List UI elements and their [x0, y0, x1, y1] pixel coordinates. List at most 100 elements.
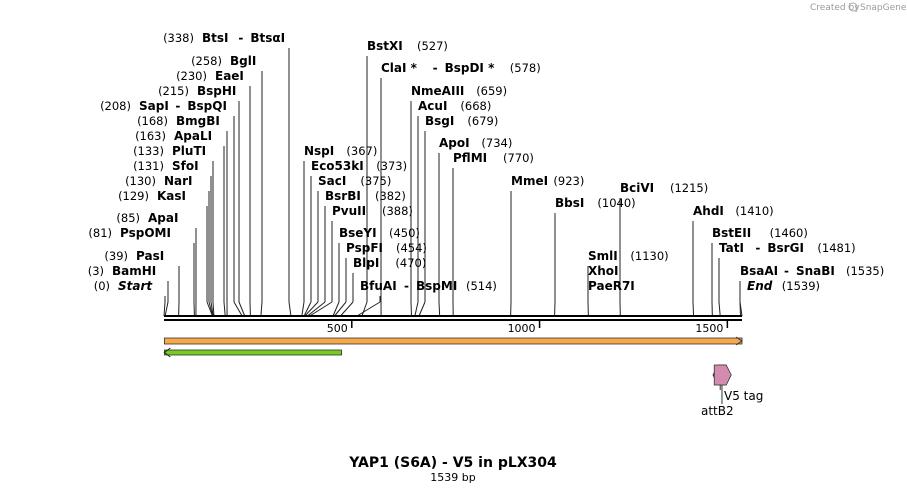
site-label-kasi[interactable]: (129) KasI [118, 189, 186, 203]
site-line-foot-end [739, 301, 743, 317]
site-label-bsgi[interactable]: BsgI (679) [425, 114, 498, 128]
site-name-tati: TatI [719, 241, 744, 255]
site-label-btsi[interactable]: (338) BtsI - BtsαI [163, 31, 285, 45]
site-label-nmeaiii[interactable]: NmeAIII (659) [411, 84, 507, 98]
site-label-tati[interactable]: TatI - BsrGI (1481) [719, 241, 856, 255]
axis-tick-label-1000: 1000 [508, 322, 536, 335]
site-label-smli[interactable]: SmlI (1130) [588, 249, 669, 263]
site-pos-bstxi: (527) [417, 39, 448, 53]
site-label-apoi[interactable]: ApoI (734) [439, 136, 512, 150]
site-name-ahdi: AhdI [693, 204, 724, 218]
site-name-apoi: ApoI [439, 136, 470, 150]
site-label-bseyi[interactable]: BseYI (450) [339, 226, 420, 240]
site-pos-blpi: (470) [395, 256, 426, 270]
feature-arrowhead-insert-forward [735, 336, 743, 346]
site-name-mmei: MmeI [511, 174, 548, 188]
site-label-paer7i[interactable]: PaeR7I [588, 279, 635, 293]
site-pos-bsteii: (1460) [770, 226, 808, 240]
site-label-eaei[interactable]: (230) EaeI [176, 69, 244, 83]
site-label-bbsi[interactable]: BbsI (1040) [555, 196, 636, 210]
site-label-pasi[interactable]: (39) PasI [104, 249, 164, 263]
site-pos-bseyi: (450) [389, 226, 420, 240]
site-line-foot-pspfi [334, 301, 347, 317]
feature-v5-tag[interactable] [713, 364, 732, 386]
feature-orf-reverse[interactable] [163, 349, 343, 356]
site-label-acui[interactable]: AcuI (668) [418, 99, 491, 113]
axis-tick-label-1500: 1500 [695, 322, 723, 335]
site-label-sfoi[interactable]: (131) SfoI [133, 159, 199, 173]
site-label-nspi[interactable]: NspI (367) [304, 144, 377, 158]
site-label-bfuai[interactable]: BfuAI - BspMI (514) [360, 279, 497, 293]
site-label-pspomi[interactable]: (81) PspOMI [88, 226, 171, 240]
site-dash-btsi: - [238, 31, 243, 45]
site-name-smli: SmlI [588, 249, 618, 263]
site-label-blpi[interactable]: BlpI (470) [353, 256, 426, 270]
site-label-end[interactable]: End (1539) [747, 279, 820, 293]
site-line-foot-bsphi [238, 301, 246, 317]
site-label-bsteii[interactable]: BstEII (1460) [712, 226, 808, 240]
site-dash-bfuai: - [404, 279, 409, 293]
site-label-saci[interactable]: SacI (375) [318, 174, 391, 188]
site-label-pspfi[interactable]: PspFI (454) [346, 241, 427, 255]
site-label-xhoi[interactable]: XhoI [588, 264, 619, 278]
site-label-nari[interactable]: (130) NarI [125, 174, 192, 188]
site-label-mmei[interactable]: MmeI (923) [511, 174, 584, 188]
site-name-bfuai: BfuAI [360, 279, 397, 293]
site-pos-pspfi: (454) [396, 241, 427, 255]
site-name-bstxi: BstXI [367, 39, 403, 53]
site-label-sapi[interactable]: (208) SapI - BspQI [100, 99, 227, 113]
feature-insert-forward[interactable] [163, 337, 743, 345]
site-label-bsaai[interactable]: BsaAI - SnaBI (1535) [740, 264, 884, 278]
site-pos-bgli: (258) [191, 54, 222, 68]
site-pos-acui: (668) [460, 99, 491, 113]
site-name-saci: SacI [318, 174, 346, 188]
features [163, 336, 743, 404]
site-name-sapi: SapI [139, 99, 169, 113]
site-line-foot-btsi [288, 301, 292, 317]
site-label-pvuii[interactable]: PvuII (388) [332, 204, 413, 218]
site-label-clai[interactable]: ClaI * - BspDI * (578) [381, 61, 541, 75]
site-pos-bsrbi: (382) [375, 189, 406, 203]
site-label-eco53ki[interactable]: Eco53kI (373) [311, 159, 407, 173]
site-label-bstxi[interactable]: BstXI (527) [367, 39, 448, 53]
site-label-start[interactable]: (0) Start [94, 279, 154, 293]
site-label-pluti[interactable]: (133) PluTI [133, 144, 206, 158]
site-name-start: Start [118, 279, 153, 293]
site-line-foot-bseyi [332, 301, 340, 317]
site-name-pvuii: PvuII [332, 204, 366, 218]
site-pos-bcivi: (1215) [670, 181, 708, 195]
site-label-bsrbi[interactable]: BsrBI (382) [325, 189, 406, 203]
site-label-bamhi[interactable]: (3) BamHI [88, 264, 157, 278]
site-dash-bsaai: - [784, 264, 789, 278]
site-pos-apoi: (734) [481, 136, 512, 150]
site-name-bcivi: BciVI [620, 181, 654, 195]
site-line-foot-eco53ki [303, 301, 312, 317]
site-name-clai: ClaI * [381, 61, 418, 75]
axis-tick-label-500: 500 [327, 322, 348, 335]
site-label-bsphi[interactable]: (215) BspHI [158, 84, 236, 98]
site-name-bsrbi: BsrBI [325, 189, 361, 203]
site-name-blpi: BlpI [353, 256, 379, 270]
site-label-bmgbi[interactable]: (168) BmgBI [137, 114, 220, 128]
site-label-bgli[interactable]: (258) BglI [191, 54, 256, 68]
site-label-ahdi[interactable]: AhdI (1410) [693, 204, 774, 218]
site-pos-eco53ki: (373) [376, 159, 407, 173]
site-name-bsgi: BsgI [425, 114, 454, 128]
map-length: 1539 bp [430, 471, 475, 484]
site-pos-clai: (578) [510, 61, 541, 75]
site-name-nspi: NspI [304, 144, 334, 158]
site-pos-eaei: (230) [176, 69, 207, 83]
sequence-ruler [164, 315, 742, 321]
brand-app-name: SnapGene [860, 3, 907, 13]
site-pos-bfuai: (514) [466, 279, 497, 293]
site-name2-clai: BspDI * [445, 61, 495, 75]
site-name-pspomi: PspOMI [120, 226, 171, 240]
site-label-apali[interactable]: (163) ApaLI [135, 129, 212, 143]
site-name-acui: AcuI [418, 99, 447, 113]
site-line-foot-nspi [301, 301, 305, 317]
snapgene-brand: Created by SnapGene [810, 2, 907, 13]
site-label-apai[interactable]: (85) ApaI [116, 211, 178, 225]
site-name-pspfi: PspFI [346, 241, 383, 255]
site-label-bcivi[interactable]: BciVI (1215) [620, 181, 708, 195]
site-label-pflmi[interactable]: PflMI (770) [453, 151, 534, 165]
